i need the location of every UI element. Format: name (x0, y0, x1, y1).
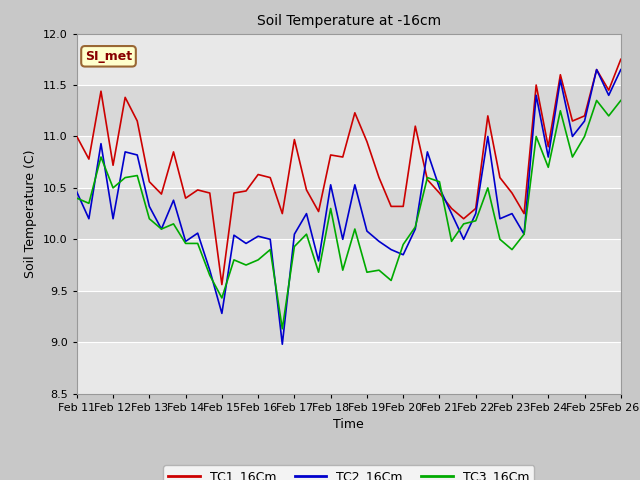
Legend: TC1_16Cm, TC2_16Cm, TC3_16Cm: TC1_16Cm, TC2_16Cm, TC3_16Cm (163, 465, 534, 480)
Bar (77, 188, 621, 240)
Bar (77, 342, 621, 394)
Title: Soil Temperature at -16cm: Soil Temperature at -16cm (257, 14, 441, 28)
Y-axis label: Soil Temperature (C): Soil Temperature (C) (24, 149, 38, 278)
Bar (77, 240, 621, 291)
X-axis label: Time: Time (333, 418, 364, 431)
Bar (77, 291, 621, 342)
Bar (77, 85, 621, 136)
Bar (77, 34, 621, 85)
Bar (77, 136, 621, 188)
Text: SI_met: SI_met (85, 50, 132, 63)
